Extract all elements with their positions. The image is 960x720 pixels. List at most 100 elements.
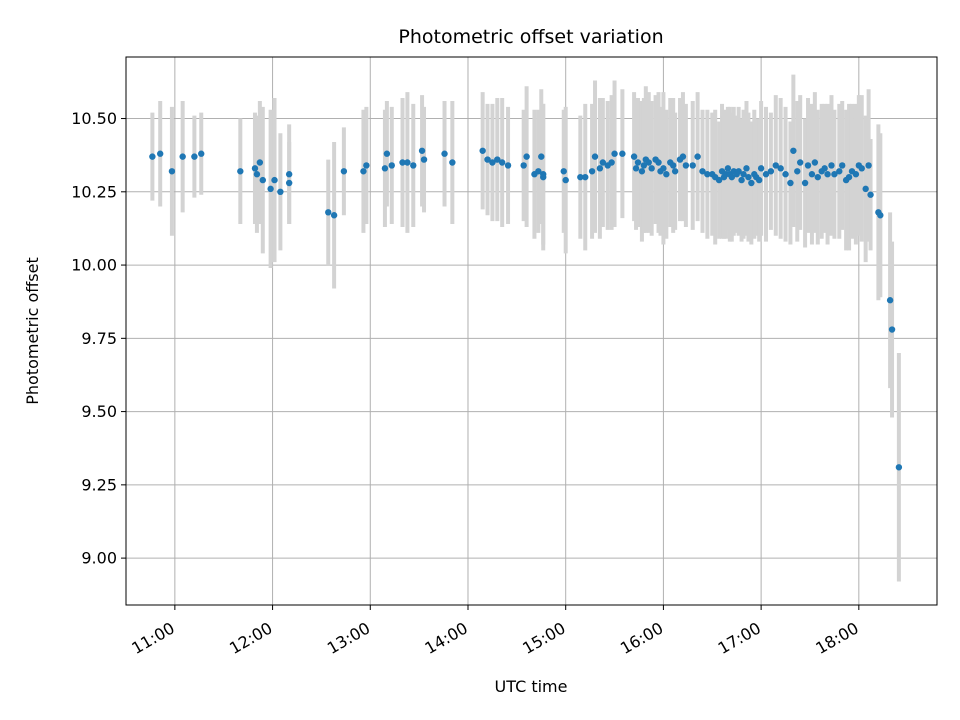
data-point [363,162,370,169]
data-point [888,326,896,333]
data-point [420,156,428,163]
data-point [831,171,838,178]
data-point [694,153,701,160]
data-point [168,168,176,175]
y-tick-label: 9.50 [81,402,117,421]
data-point [596,165,604,172]
data-point [271,176,278,184]
data-point [251,165,259,172]
data-point [824,171,831,178]
data-point [867,191,874,198]
data-point [504,162,512,169]
data-point [704,171,711,178]
data-point [418,147,426,154]
data-point [762,171,770,178]
data-point [663,171,670,178]
data-point [865,162,872,169]
data-point [699,168,706,175]
data-point [814,173,821,181]
data-point [743,165,750,172]
plot-frame [125,56,938,606]
data-point [634,159,642,166]
data-point [790,147,797,154]
data-point [877,212,884,219]
data-point [191,153,198,160]
data-point [540,171,547,178]
data-point [755,176,763,184]
data-point [489,159,496,166]
data-point [582,173,589,181]
data-point [679,153,687,160]
data-point [441,150,448,157]
y-axis-label: Photometric offset [23,257,42,405]
data-point [520,162,527,169]
data-point [479,147,486,154]
data-point [630,153,638,160]
data-point [198,150,205,157]
data-point [655,159,662,166]
data-point [340,168,348,175]
data-point [895,464,903,471]
data-point [886,297,894,304]
data-point [828,162,835,169]
data-point [577,173,584,181]
data-point [608,159,615,166]
y-tick-label: 9.75 [81,329,117,348]
data-point [277,188,284,196]
data-point [588,168,596,175]
data-point [538,153,545,160]
data-point [648,165,655,172]
y-tick-label: 10.25 [71,182,117,201]
data-point [811,159,819,166]
y-tick-label: 10.50 [71,109,117,128]
data-point [808,171,816,178]
data-point [748,179,755,187]
data-point [682,162,690,169]
data-point [237,168,244,175]
data-point [845,173,853,181]
data-point [611,150,618,157]
data-point [862,185,869,193]
data-point [740,171,747,178]
data-point [638,168,646,175]
data-point [523,153,530,160]
data-point [535,168,542,175]
data-point [484,156,491,163]
data-point [619,150,626,157]
data-point [325,209,332,216]
data-point [787,179,794,187]
data-point [599,159,607,166]
data-point [715,176,723,184]
y-tick-label: 9.25 [81,475,117,494]
data-point [256,159,264,166]
data-point [449,159,456,166]
data-point [156,150,164,157]
data-point [728,173,736,181]
data-point [772,162,779,169]
data-point [179,153,186,160]
data-point [689,162,696,169]
data-point [836,168,843,175]
data-point [645,159,652,166]
data-point [149,153,156,160]
data-point [777,165,784,172]
data-point [735,168,742,175]
data-point [804,162,812,169]
data-point [285,171,293,178]
data-point [794,168,801,175]
data-point [839,162,846,169]
data-point [381,165,389,172]
data-point [410,162,417,169]
data-point [821,165,828,172]
chart-title: Photometric offset variation [398,26,663,48]
data-point [498,159,506,166]
data-point [738,176,745,184]
data-point [757,165,765,172]
data-point [640,162,648,169]
data-points [149,147,903,471]
data-point [591,153,599,160]
data-point [253,171,261,178]
data-point [669,162,677,169]
data-point [671,168,679,175]
data-point [632,165,640,172]
